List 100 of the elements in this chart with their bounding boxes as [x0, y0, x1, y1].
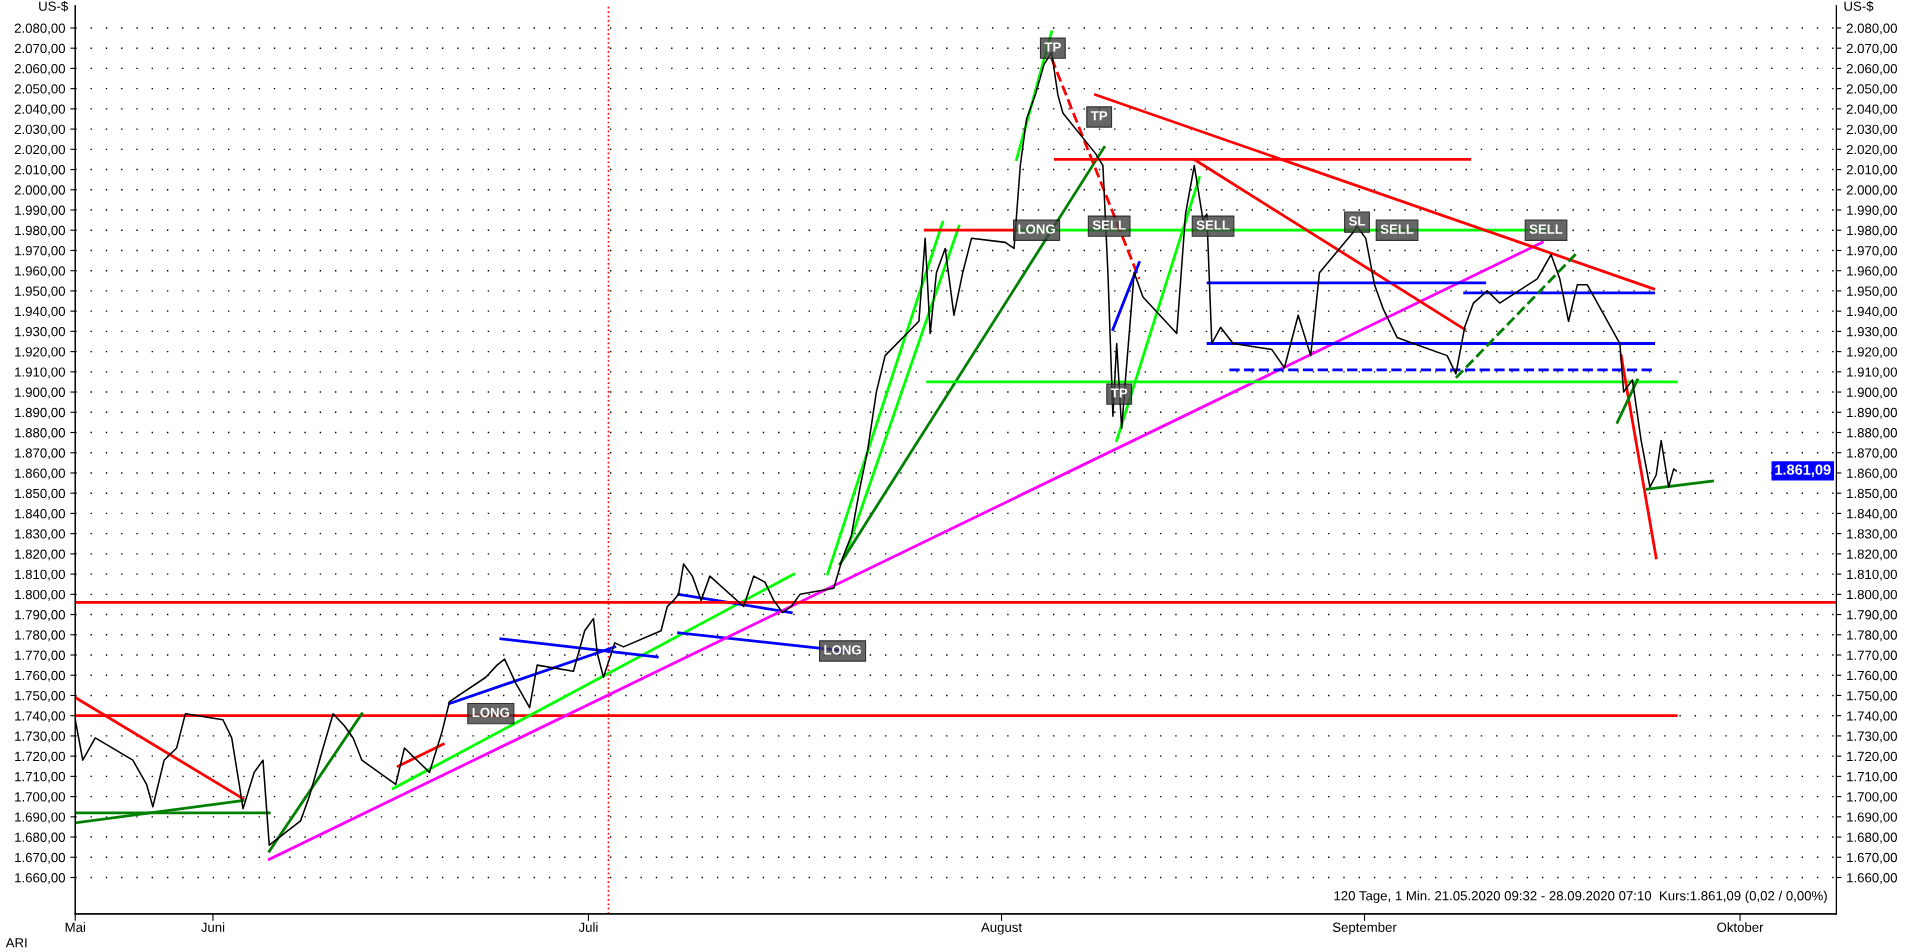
y2-tick-label: 1.940,00	[1847, 306, 1897, 318]
y-tick-label: 2.000,00	[14, 185, 66, 197]
y2-axis-title: US-$	[1844, 0, 1874, 12]
y-tick-label: 1.760,00	[15, 670, 66, 682]
y2-tick-label: 1.720,00	[1847, 751, 1897, 763]
y-tick-label: 1.850,00	[15, 488, 66, 500]
annotation: SELL	[1380, 224, 1414, 234]
y-tick-label: 1.830,00	[15, 529, 66, 541]
y2-tick-label: 1.830,00	[1847, 529, 1897, 541]
annotation: LONG	[472, 707, 510, 718]
y2-tick-label: 1.930,00	[1847, 326, 1897, 338]
y-tick-label: 1.960,00	[15, 266, 66, 278]
y2-tick-label: 1.660,00	[1847, 873, 1897, 884]
y2-tick-label: 1.670,00	[1847, 852, 1897, 864]
y-tick-label: 1.670,00	[15, 852, 66, 864]
y2-tick-label: 1.780,00	[1847, 630, 1897, 642]
y2-tick-label: 1.760,00	[1847, 670, 1897, 682]
y2-tick-label: 1.960,00	[1847, 266, 1897, 278]
annotation: SL	[1348, 216, 1366, 226]
annotation: LONG	[1018, 224, 1055, 234]
x-tick-label: Juni	[201, 922, 225, 932]
y2-tick-label: 2.080,00	[1846, 23, 1897, 35]
y-tick-label: 1.790,00	[15, 610, 66, 622]
y-tick-label: 1.910,00	[15, 367, 66, 379]
y2-tick-label: 1.880,00	[1847, 428, 1897, 439]
y2-tick-label: 1.850,00	[1847, 488, 1897, 500]
y-tick-label: 1.710,00	[15, 771, 66, 783]
y-tick-label: 1.840,00	[15, 508, 66, 520]
y2-tick-label: 1.820,00	[1847, 549, 1897, 561]
y2-tick-label: 1.730,00	[1847, 731, 1897, 743]
y2-tick-label: 1.770,00	[1847, 650, 1897, 662]
y-tick-label: 1.940,00	[15, 306, 66, 318]
y2-tick-label: 2.010,00	[1846, 165, 1897, 177]
y2-tick-label: 1.970,00	[1847, 246, 1897, 257]
x-tick-label: September	[1332, 922, 1397, 935]
y2-tick-label: 2.030,00	[1846, 124, 1897, 136]
y-tick-label: 1.780,00	[15, 630, 66, 642]
text: ARI	[5, 938, 27, 948]
annotation: LONG	[824, 645, 861, 655]
annotation: 1.861,09	[1775, 464, 1831, 477]
y-tick-label: 1.820,00	[15, 549, 66, 561]
annotation: TP	[1090, 111, 1108, 121]
y-tick-label: 2.080,00	[14, 23, 66, 35]
y2-tick-label: 1.680,00	[1847, 832, 1897, 844]
y-tick-label: 1.660,00	[15, 873, 66, 884]
y-tick-label: 2.010,00	[14, 165, 66, 177]
y-tick-label: 1.810,00	[15, 569, 66, 581]
x-tick-label: Oktober	[1717, 922, 1764, 932]
x-tick-label: Mai	[65, 922, 85, 932]
y-tick-label: 1.750,00	[15, 691, 66, 702]
y2-tick-label: 1.790,00	[1847, 610, 1897, 622]
y-tick-label: 1.730,00	[15, 731, 66, 743]
y-tick-label: 1.890,00	[15, 407, 66, 419]
y-tick-label: 1.930,00	[15, 326, 66, 338]
y-tick-label: 1.800,00	[15, 589, 66, 601]
annotation: SELL	[1196, 220, 1230, 230]
y2-tick-label: 1.800,00	[1847, 589, 1897, 601]
y2-tick-label: 1.920,00	[1847, 347, 1897, 359]
y-tick-label: 1.920,00	[15, 347, 66, 359]
y-tick-label: 1.690,00	[15, 812, 66, 824]
annotation: 120 Tage, 1 Min. 21.05.2020 09:32 - 28.09.2020 07:10 Kurs:1.861,09 (0,02 / 0,00%)	[1334, 890, 1827, 904]
y-tick-label: 1.700,00	[15, 792, 66, 804]
y2-tick-label: 2.060,00	[1846, 63, 1897, 75]
y-tick-label: 1.720,00	[15, 751, 66, 763]
y-tick-label: 1.740,00	[15, 711, 66, 723]
y-tick-label: 1.990,00	[15, 205, 66, 217]
y-tick-label: 1.860,00	[15, 468, 66, 480]
y-tick-label: 1.680,00	[15, 832, 66, 844]
y2-tick-label: 2.020,00	[1846, 144, 1897, 156]
y2-tick-label: 1.910,00	[1847, 367, 1897, 379]
y-tick-label: 2.020,00	[14, 144, 66, 156]
y2-tick-label: 2.040,00	[1846, 104, 1897, 116]
y2-tick-label: 1.810,00	[1847, 569, 1897, 581]
annotation: TP	[1110, 388, 1128, 398]
annotation: TP	[1044, 42, 1061, 52]
y2-tick-label: 1.870,00	[1847, 448, 1897, 460]
y2-tick-label: 2.070,00	[1846, 43, 1897, 55]
y2-tick-label: 1.740,00	[1847, 711, 1897, 723]
y2-tick-label: 1.980,00	[1847, 225, 1897, 237]
y2-tick-label: 1.860,00	[1847, 468, 1897, 480]
y2-tick-label: 1.750,00	[1847, 691, 1897, 702]
y-tick-label: 1.870,00	[15, 448, 66, 460]
x-tick-label: August	[981, 922, 1022, 935]
y-axis-title: US-$	[39, 0, 68, 12]
y2-tick-label: 1.710,00	[1847, 771, 1897, 783]
y2-tick-label: 2.050,00	[1846, 84, 1897, 96]
y-tick-label: 2.050,00	[14, 84, 66, 96]
y-tick-label: 2.070,00	[14, 43, 66, 55]
y2-tick-label: 1.990,00	[1847, 205, 1897, 217]
y2-tick-label: 1.690,00	[1847, 812, 1897, 824]
y2-tick-label: 1.890,00	[1847, 407, 1897, 419]
y2-tick-label: 1.840,00	[1847, 508, 1897, 520]
y-tick-label: 1.770,00	[15, 650, 66, 662]
y-tick-label: 1.970,00	[15, 246, 66, 257]
y-tick-label: 2.060,00	[14, 63, 66, 75]
x-tick-label: Juli	[578, 922, 598, 932]
y2-tick-label: 2.000,00	[1846, 185, 1897, 197]
y-tick-label: 1.980,00	[15, 225, 66, 237]
y-tick-label: 1.950,00	[15, 286, 66, 298]
y-tick-label: 2.030,00	[14, 124, 66, 136]
